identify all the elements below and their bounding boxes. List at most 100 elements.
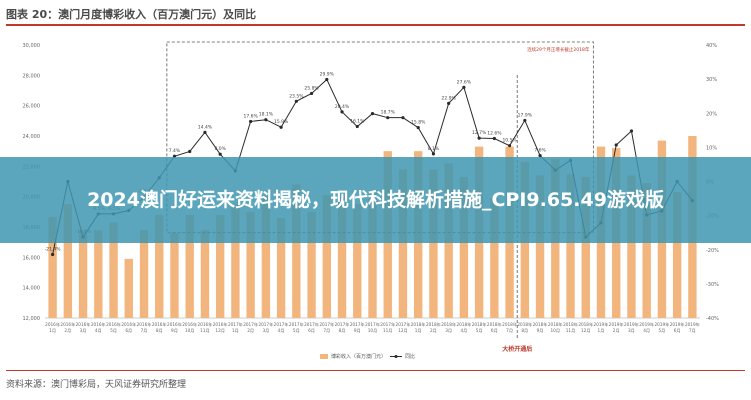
yoy-data-label: 22.9% bbox=[442, 95, 457, 101]
yoy-data-label: 8.0% bbox=[214, 146, 226, 152]
x-tick-label: 2017年 12月 bbox=[396, 321, 411, 334]
yoy-data-label: 17.6% bbox=[243, 113, 258, 119]
yoy-point bbox=[51, 252, 55, 257]
legend-label-bar: 博彩收入（百万澳门元） bbox=[331, 353, 386, 360]
x-tick-label: 2017年 8月 bbox=[335, 321, 350, 334]
x-tick-label: 2018年 4月 bbox=[456, 321, 471, 334]
yoy-data-label: -21.4% bbox=[45, 247, 62, 253]
x-tick-label: 2018年 1月 bbox=[411, 321, 426, 334]
x-tick-label: 2016年 4月 bbox=[91, 321, 106, 334]
yoy-point bbox=[629, 129, 634, 133]
x-tick-label: 2017年 11月 bbox=[380, 321, 395, 334]
bar bbox=[63, 204, 73, 318]
x-tick-label: 2019年 5月 bbox=[654, 321, 669, 334]
y-right-tick-label: -40% bbox=[706, 316, 719, 322]
x-tick-label: 2016年 7月 bbox=[137, 321, 152, 334]
legend-marker-line bbox=[394, 355, 398, 358]
x-tick-label: 2016年 11月 bbox=[198, 321, 213, 334]
x-tick-label: 2017年 5月 bbox=[289, 321, 304, 334]
yoy-point bbox=[492, 136, 496, 141]
bar bbox=[337, 192, 347, 318]
x-tick-label: 2019年 1月 bbox=[594, 321, 609, 334]
y-right-tick-label: 30% bbox=[706, 77, 717, 83]
yoy-data-label: 29.9% bbox=[320, 71, 335, 77]
x-tick-label: 2016年 8月 bbox=[152, 321, 167, 334]
y-right-tick-label: -30% bbox=[706, 282, 719, 288]
yoy-data-label: 20.4% bbox=[335, 104, 350, 110]
x-tick-label: 2017年 7月 bbox=[319, 321, 334, 334]
yoy-point bbox=[416, 125, 420, 130]
bar bbox=[672, 192, 682, 318]
bar bbox=[398, 169, 408, 318]
bar bbox=[231, 204, 240, 318]
yoy-data-label: 8.1% bbox=[428, 146, 440, 152]
yoy-point bbox=[370, 111, 375, 116]
bar bbox=[109, 222, 118, 318]
bar bbox=[200, 230, 210, 318]
x-tick-label: 2019年 7月 bbox=[685, 321, 700, 334]
yoy-data-label: 25.8% bbox=[304, 85, 319, 91]
yoy-data-label: 7.6% bbox=[534, 148, 546, 154]
yoy-point bbox=[218, 152, 222, 156]
source-note: 资料来源：澳门博彩局，天风证券研究所整理 bbox=[6, 380, 187, 390]
x-tick-label: 2016年 9月 bbox=[167, 321, 182, 334]
x-tick-label: 2016年 2月 bbox=[60, 321, 75, 334]
bar bbox=[307, 211, 316, 318]
bar bbox=[535, 175, 545, 318]
box-label: 连续29个月正增长截止2018年 bbox=[527, 46, 590, 53]
y-right-tick-label: 40% bbox=[706, 43, 717, 49]
x-tick-label: 2017年 10月 bbox=[365, 321, 380, 334]
bar bbox=[581, 176, 590, 318]
y-left-tick-label: 16,000 bbox=[23, 255, 41, 261]
bar bbox=[78, 230, 88, 318]
x-tick-label: 2016年 1月 bbox=[45, 321, 60, 334]
yoy-data-label: 12.6% bbox=[487, 131, 502, 137]
bar bbox=[353, 204, 362, 318]
yoy-point bbox=[264, 118, 268, 122]
bar bbox=[627, 175, 636, 318]
legend-label-line: 同比 bbox=[405, 353, 415, 360]
bar bbox=[139, 230, 149, 318]
yoy-point bbox=[614, 143, 618, 147]
yoy-point bbox=[340, 110, 344, 114]
x-tick-label: 2016年 10月 bbox=[182, 321, 197, 334]
yoy-data-label: 18.7% bbox=[381, 110, 396, 116]
x-tick-label: 2017年 3月 bbox=[258, 321, 273, 334]
yoy-point bbox=[538, 153, 542, 158]
x-tick-label: 2018年 9月 bbox=[533, 321, 548, 334]
x-tick-label: 2019年 4月 bbox=[639, 321, 654, 334]
yoy-point bbox=[355, 124, 359, 129]
x-tick-label: 2016年 3月 bbox=[76, 321, 91, 334]
x-tick-label: 2017年 9月 bbox=[350, 321, 365, 334]
x-tick-label: 2017年 4月 bbox=[274, 321, 289, 334]
x-tick-label: 2018年 12月 bbox=[578, 321, 593, 334]
yoy-point bbox=[477, 136, 481, 140]
overlay-banner: 2024澳门好运来资料揭秘，现代科技解析措施_CPI9.65.49游戏版 bbox=[0, 157, 751, 243]
bottom-rule bbox=[6, 370, 745, 371]
yoy-point bbox=[447, 101, 451, 105]
top-rule bbox=[6, 24, 745, 26]
x-tick-label: 2016年 5月 bbox=[106, 321, 121, 334]
x-tick-label: 2018年 8月 bbox=[517, 321, 532, 334]
x-tick-label: 2017年 2月 bbox=[243, 321, 258, 334]
x-tick-label: 2016年 12月 bbox=[213, 321, 228, 334]
bar bbox=[322, 195, 331, 318]
x-tick-label: 2018年 5月 bbox=[472, 321, 487, 334]
yoy-data-label: 23.5% bbox=[289, 93, 304, 99]
y-left-tick-label: 14,000 bbox=[23, 286, 41, 292]
figure-title: 图表 20：澳门月度博彩收入（百万澳门元）及同比 bbox=[6, 8, 257, 21]
bar bbox=[459, 176, 469, 318]
yoy-data-label: 17.9% bbox=[518, 112, 533, 118]
bar bbox=[368, 193, 377, 318]
x-tick-label: 2019年 3月 bbox=[624, 321, 639, 334]
y-left-tick-label: 28,000 bbox=[23, 73, 41, 79]
y-right-tick-label: 10% bbox=[706, 145, 717, 151]
y-right-tick-label: 20% bbox=[706, 111, 717, 117]
yoy-data-label: 12.7% bbox=[472, 130, 487, 136]
x-tick-label: 2016年 6月 bbox=[121, 321, 136, 334]
x-tick-label: 2019年 6月 bbox=[670, 321, 685, 334]
bar bbox=[94, 230, 103, 318]
bar bbox=[566, 173, 575, 318]
yoy-point bbox=[188, 149, 192, 154]
bar bbox=[642, 183, 651, 318]
